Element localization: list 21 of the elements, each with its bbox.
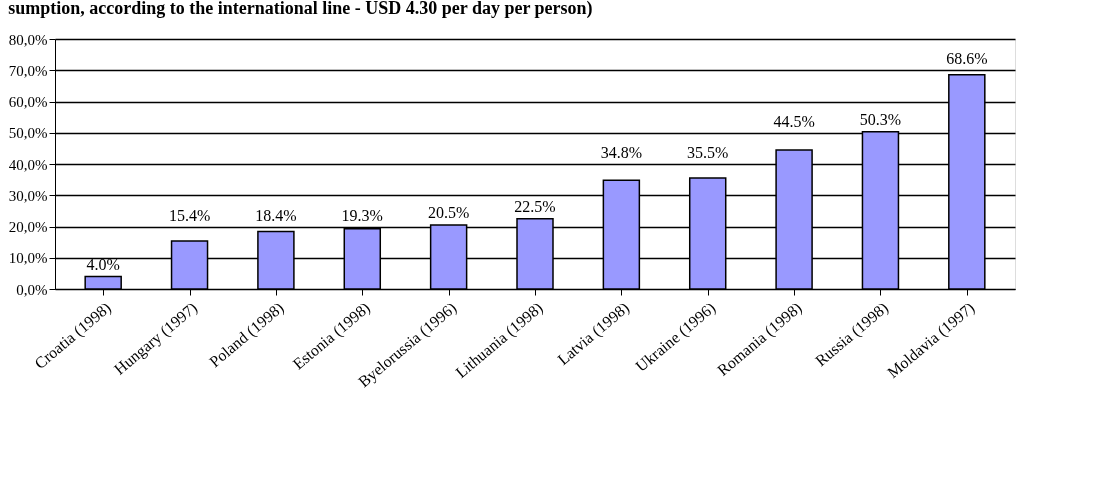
data-label: 44.5% — [773, 112, 815, 130]
data-label: 35.5% — [687, 144, 729, 161]
chart-title: sumption, according to the international line - USD 4.30 per day per person) — [8, 0, 593, 19]
y-tick-label: 20,0% — [8, 219, 48, 235]
data-label: 18.4% — [255, 206, 297, 224]
data-label: 20.5% — [427, 203, 470, 221]
y-tick-label: 70,0% — [8, 62, 48, 79]
data-label: 19.3% — [341, 206, 383, 224]
data-label: 34.8% — [600, 144, 643, 161]
y-tick-label: 30,0% — [8, 187, 48, 204]
y-tick-label: 0,0% — [16, 281, 48, 298]
y-tick-label: 60,0% — [8, 94, 48, 110]
data-label: 15.4% — [168, 206, 211, 224]
y-tick-label: 50,0% — [8, 125, 48, 142]
data-label: 4.0% — [86, 255, 120, 273]
data-label: 22.5% — [514, 197, 556, 215]
y-tick-label: 40,0% — [8, 156, 48, 173]
y-tick-label: 80,0% — [8, 31, 48, 48]
data-label: 50.3% — [859, 110, 902, 128]
y-tick-label: 10,0% — [8, 250, 48, 267]
data-label: 68.6% — [946, 50, 988, 68]
